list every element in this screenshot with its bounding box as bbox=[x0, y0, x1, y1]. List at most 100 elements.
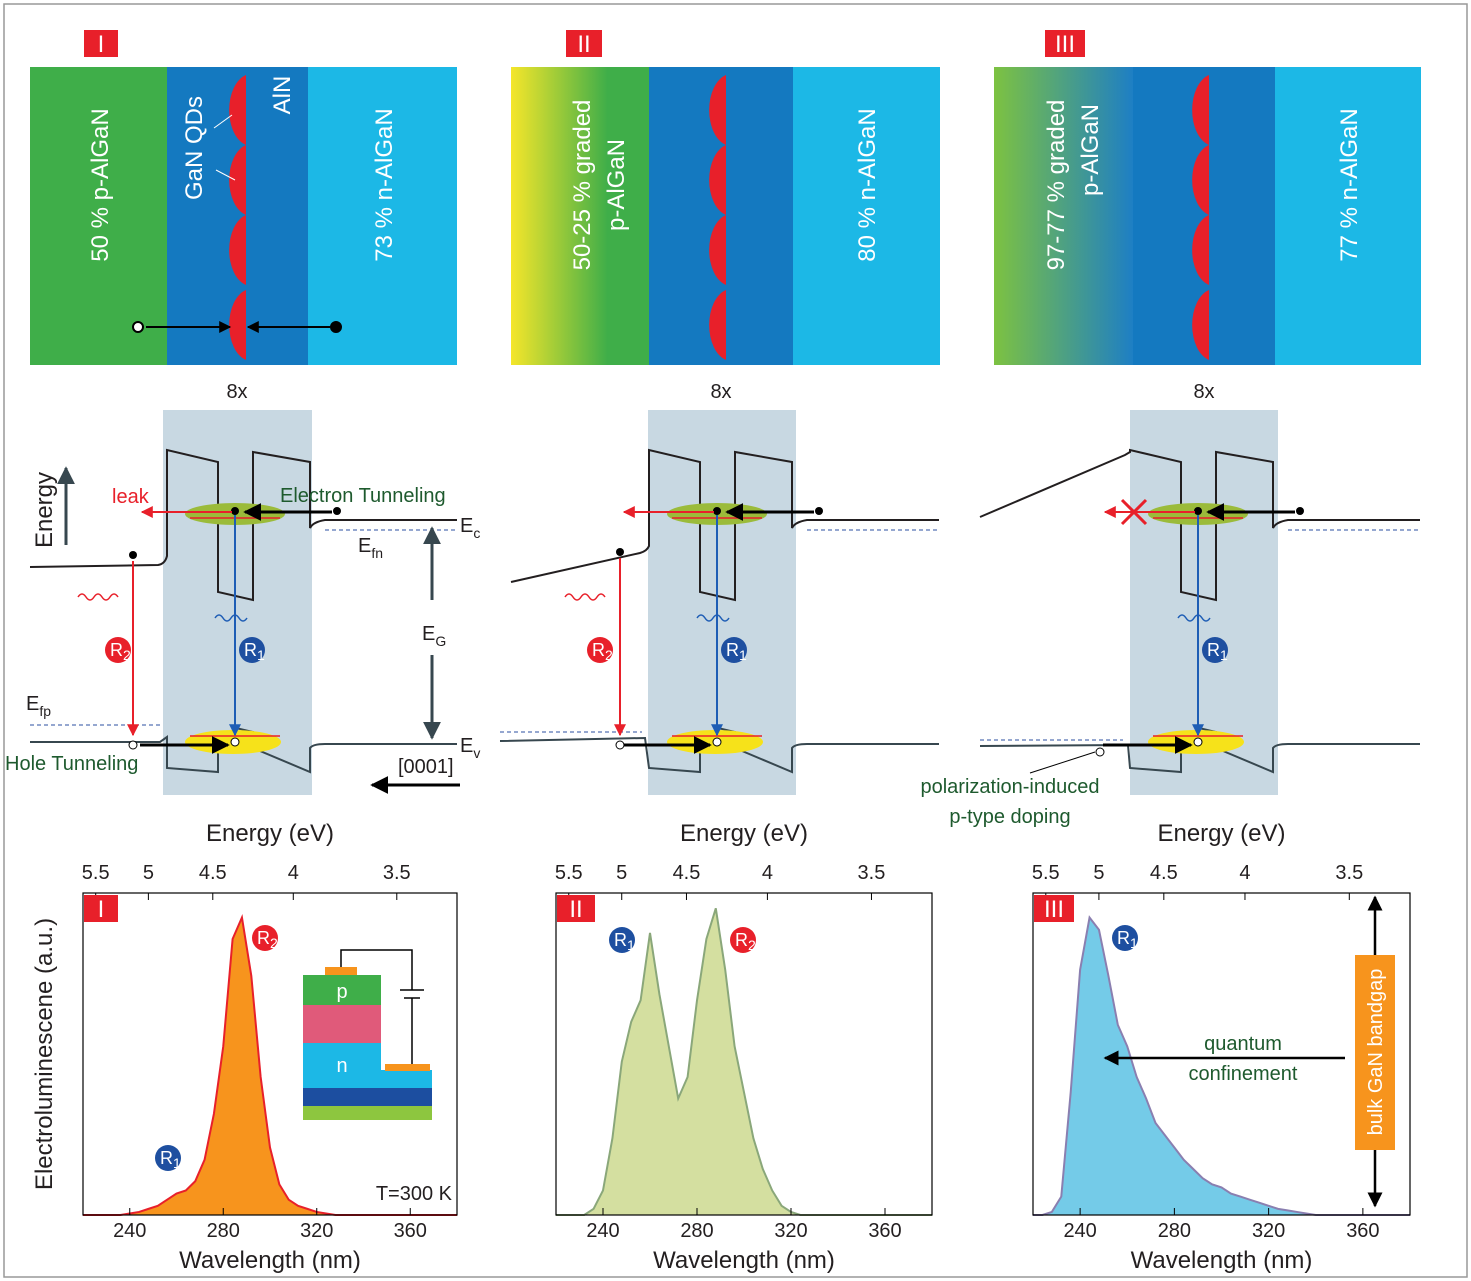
recombination-label: 1 bbox=[739, 647, 747, 663]
panel-label: I bbox=[98, 31, 105, 58]
panel-label: II bbox=[569, 896, 582, 923]
recombination-label: R bbox=[726, 640, 739, 660]
tunneling-label: Electron Tunneling bbox=[280, 485, 446, 507]
layer-label: 77 % n-AlGaN bbox=[1336, 108, 1363, 261]
x2-tick-label: 5.5 bbox=[82, 862, 110, 884]
layer-label: GaN QDs bbox=[181, 96, 208, 200]
x2-tick-label: 4 bbox=[288, 862, 299, 884]
period-label: 8x bbox=[1193, 381, 1214, 403]
period-label: 8x bbox=[710, 381, 731, 403]
x-tick-label: 280 bbox=[680, 1220, 713, 1242]
x-tick-label: 360 bbox=[394, 1220, 427, 1242]
recombination-label: R bbox=[160, 1148, 173, 1168]
x2-axis-label: Energy (eV) bbox=[206, 820, 334, 847]
recombination-label: 2 bbox=[605, 647, 613, 663]
electron bbox=[1296, 507, 1304, 515]
layers bbox=[30, 67, 1421, 365]
electron bbox=[616, 548, 624, 556]
svg-text:Efp: Efp bbox=[26, 693, 51, 719]
inset-label: n bbox=[336, 1055, 347, 1077]
panel-label: III bbox=[1055, 31, 1075, 58]
photon bbox=[78, 594, 118, 600]
x2-tick-label: 5 bbox=[1093, 862, 1104, 884]
hole bbox=[129, 741, 137, 749]
annotation: T=300 K bbox=[376, 1183, 453, 1205]
panel-label: I bbox=[98, 896, 105, 923]
recombination-label: R bbox=[110, 640, 123, 660]
x2-tick-label: 4 bbox=[1239, 862, 1250, 884]
x2-tick-label: 5.5 bbox=[555, 862, 583, 884]
annotation: polarization-induced bbox=[920, 776, 1099, 798]
x-tick-label: 280 bbox=[1158, 1220, 1191, 1242]
x-tick-label: 240 bbox=[113, 1220, 146, 1242]
x2-tick-label: 3.5 bbox=[858, 862, 886, 884]
layer-label: 50-25 % graded bbox=[569, 100, 596, 271]
level-label: fn bbox=[371, 545, 383, 561]
level-label: G bbox=[435, 633, 446, 649]
recombination-label: 2 bbox=[748, 937, 756, 953]
layer-label: 97-77 % graded bbox=[1043, 100, 1070, 271]
photon bbox=[565, 594, 605, 600]
level-label: E bbox=[26, 693, 39, 715]
x2-axis-label: Energy (eV) bbox=[1157, 820, 1285, 847]
hole bbox=[713, 738, 721, 746]
x2-tick-label: 5.5 bbox=[1032, 862, 1060, 884]
svg-text:Efn: Efn bbox=[358, 535, 383, 561]
x2-tick-label: 4.5 bbox=[1150, 862, 1178, 884]
x-axis-label: Wavelength (nm) bbox=[179, 1247, 361, 1274]
y-axis-label: Electroluminescene (a.u.) bbox=[31, 918, 58, 1190]
recombination-label: 1 bbox=[173, 1155, 181, 1171]
recombination-label: 1 bbox=[257, 647, 265, 663]
period-label: 8x bbox=[226, 381, 247, 403]
hole bbox=[1194, 738, 1202, 746]
band-diagrams bbox=[30, 410, 1420, 795]
electron bbox=[1194, 507, 1202, 515]
direction-label: [0001] bbox=[398, 756, 454, 778]
svg-text:Ev: Ev bbox=[460, 735, 480, 761]
layer-label: p-AlGaN bbox=[603, 139, 630, 231]
layer-label: 50 % p-AlGaN bbox=[87, 108, 114, 261]
recombination-label: 2 bbox=[270, 935, 278, 951]
level-label: fp bbox=[39, 703, 51, 719]
x-tick-label: 280 bbox=[207, 1220, 240, 1242]
hole bbox=[231, 738, 239, 746]
electron bbox=[815, 507, 823, 515]
x2-tick-label: 5 bbox=[616, 862, 627, 884]
recombination-label: R bbox=[257, 928, 270, 948]
annotation: quantum bbox=[1204, 1033, 1282, 1055]
layer-label: 73 % n-AlGaN bbox=[371, 108, 398, 261]
level-label: c bbox=[473, 525, 480, 541]
recombination-label: R bbox=[1207, 640, 1220, 660]
recombination-label: R bbox=[735, 930, 748, 950]
x-axis-label: Wavelength (nm) bbox=[1131, 1247, 1313, 1274]
x-tick-label: 360 bbox=[868, 1220, 901, 1242]
annotation: confinement bbox=[1189, 1063, 1298, 1085]
layer-label: 80 % n-AlGaN bbox=[854, 108, 881, 261]
x-tick-label: 320 bbox=[1252, 1220, 1285, 1242]
x-axis-label: Wavelength (nm) bbox=[653, 1247, 835, 1274]
hole bbox=[616, 741, 624, 749]
recombination-label: R bbox=[614, 930, 627, 950]
x2-tick-label: 4.5 bbox=[199, 862, 227, 884]
panel-label: II bbox=[577, 31, 590, 58]
layer-label: p-AlGaN bbox=[1077, 104, 1104, 196]
x2-axis-label: Energy (eV) bbox=[680, 820, 808, 847]
x2-tick-label: 4.5 bbox=[673, 862, 701, 884]
x2-tick-label: 3.5 bbox=[1335, 862, 1363, 884]
recombination-label: R bbox=[1117, 928, 1130, 948]
x-tick-label: 320 bbox=[774, 1220, 807, 1242]
electron bbox=[713, 507, 721, 515]
level-label: E bbox=[358, 535, 371, 557]
panel-label: III bbox=[1044, 896, 1064, 923]
x-tick-label: 240 bbox=[586, 1220, 619, 1242]
badges: I II III bbox=[84, 30, 1085, 58]
layer-label: AlN bbox=[269, 76, 296, 115]
device-inset: p n bbox=[303, 950, 432, 1120]
recombination-label: 1 bbox=[1220, 647, 1228, 663]
recombination-label: R bbox=[592, 640, 605, 660]
recombination-label: 1 bbox=[1130, 935, 1138, 951]
recombination-label: 1 bbox=[627, 937, 635, 953]
recombination-label: R bbox=[244, 640, 257, 660]
area bbox=[556, 908, 932, 1215]
x2-tick-label: 3.5 bbox=[383, 862, 411, 884]
